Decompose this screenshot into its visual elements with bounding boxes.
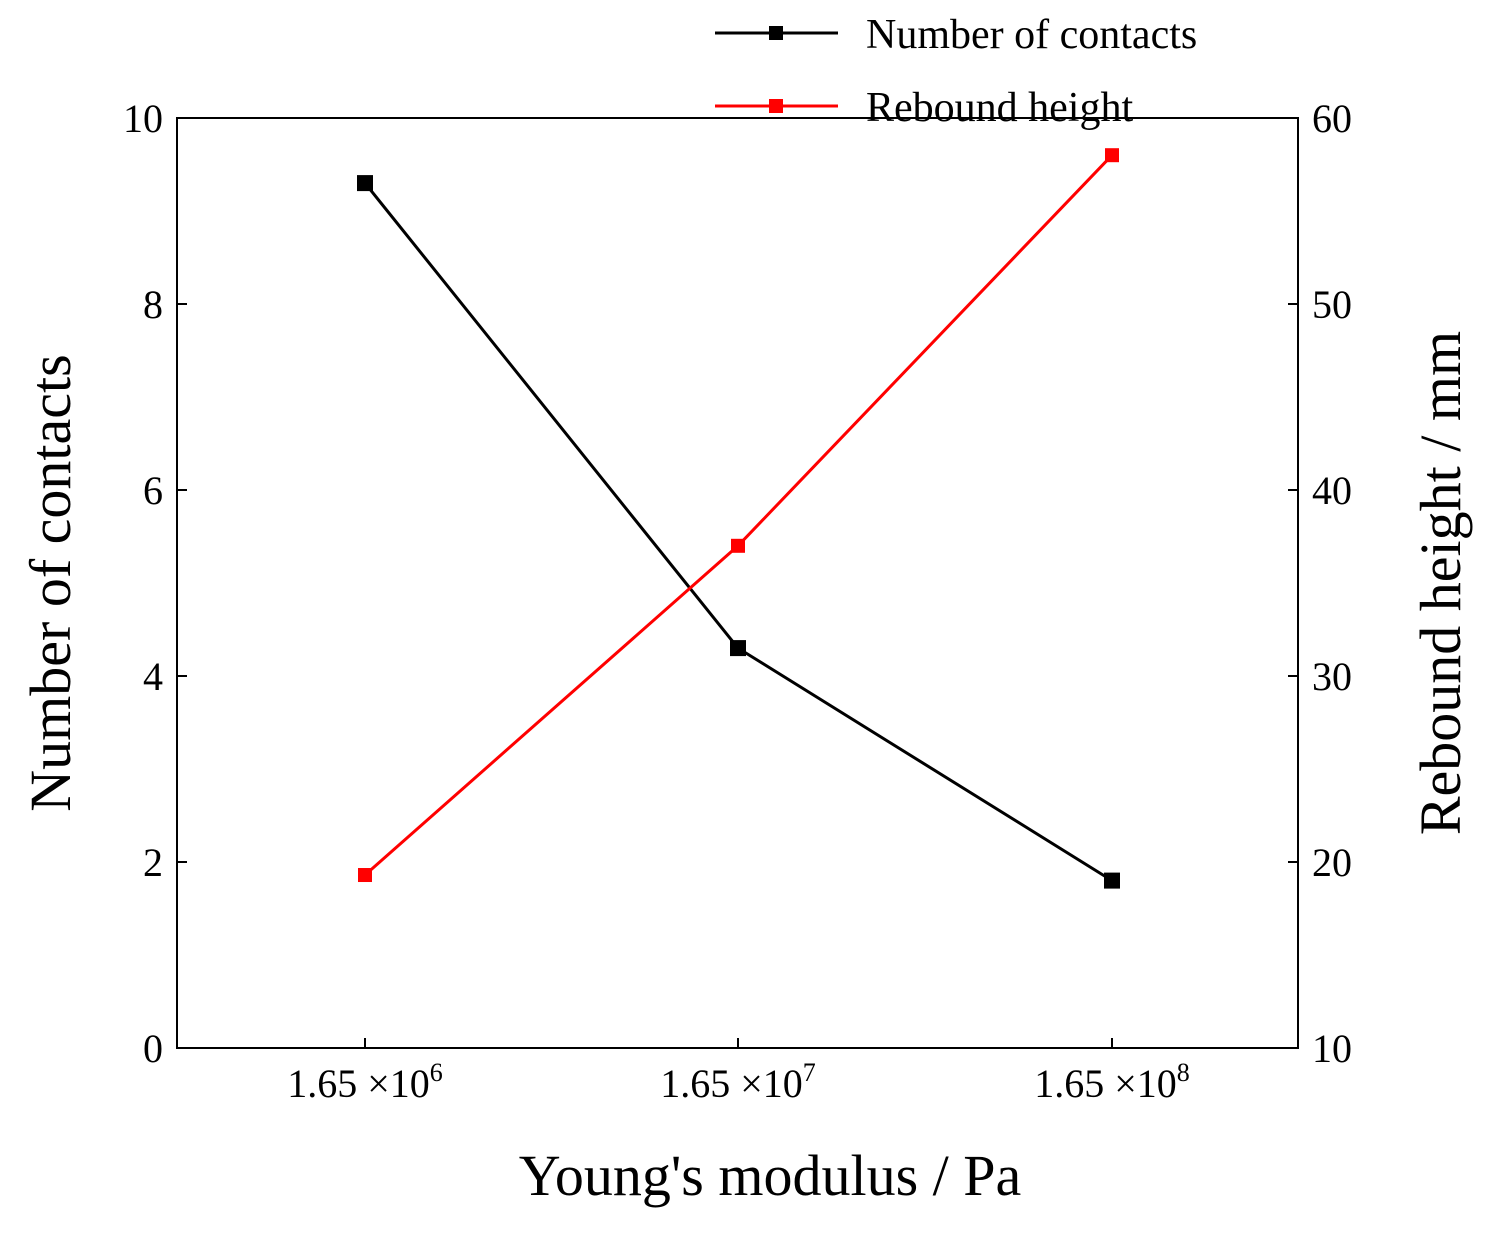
left-tick-label: 2 — [143, 840, 163, 885]
series-layer — [357, 148, 1120, 889]
x-tick-label: 1.65 ×107 — [660, 1058, 816, 1106]
data-point-contacts — [730, 640, 746, 657]
x-axis-title: Young's modulus / Pa — [519, 1143, 1022, 1208]
left-tick-label: 0 — [143, 1026, 163, 1071]
data-point-contacts — [357, 175, 373, 192]
legend-entry-contacts: Number of contacts — [715, 12, 1197, 58]
right-tick-label: 50 — [1312, 282, 1352, 327]
right-tick-label: 10 — [1312, 1026, 1352, 1071]
data-point-rebound — [1105, 148, 1119, 163]
x-tick-label: 1.65 ×108 — [1034, 1058, 1190, 1106]
right-tick-label: 60 — [1312, 96, 1352, 141]
right-tick-label: 30 — [1312, 654, 1352, 699]
plot-frame — [176, 117, 1299, 1049]
legend-label-contacts: Number of contacts — [866, 12, 1197, 58]
data-point-contacts — [1104, 872, 1120, 889]
left-tick-label: 4 — [143, 654, 163, 699]
y-axis-left-title: Number of contacts — [18, 354, 83, 811]
y-axis-right-title: Rebound height / mm — [1408, 331, 1473, 835]
data-point-rebound — [358, 868, 372, 883]
right-axis: 10 20 30 40 50 60 — [1288, 96, 1352, 1071]
plot-area-border — [176, 117, 1299, 1049]
legend-entry-rebound: Rebound height — [715, 85, 1133, 131]
left-tick-label: 8 — [143, 282, 163, 327]
legend-marker-contacts — [769, 26, 783, 40]
left-tick-label: 10 — [123, 96, 163, 141]
left-axis: 0 2 4 6 8 10 — [123, 96, 187, 1071]
left-tick-label: 6 — [143, 468, 163, 513]
legend: Number of contacts Rebound height — [715, 12, 1197, 131]
series-line-rebound — [364, 154, 1114, 877]
x-axis: 1.65 ×106 1.65 ×107 1.65 ×108 — [287, 1038, 1190, 1106]
right-tick-label: 20 — [1312, 840, 1352, 885]
legend-marker-rebound — [769, 99, 783, 113]
right-tick-label: 40 — [1312, 468, 1352, 513]
data-point-rebound — [731, 538, 745, 553]
legend-label-rebound: Rebound height — [866, 85, 1133, 131]
x-tick-label: 1.65 ×106 — [287, 1058, 443, 1106]
